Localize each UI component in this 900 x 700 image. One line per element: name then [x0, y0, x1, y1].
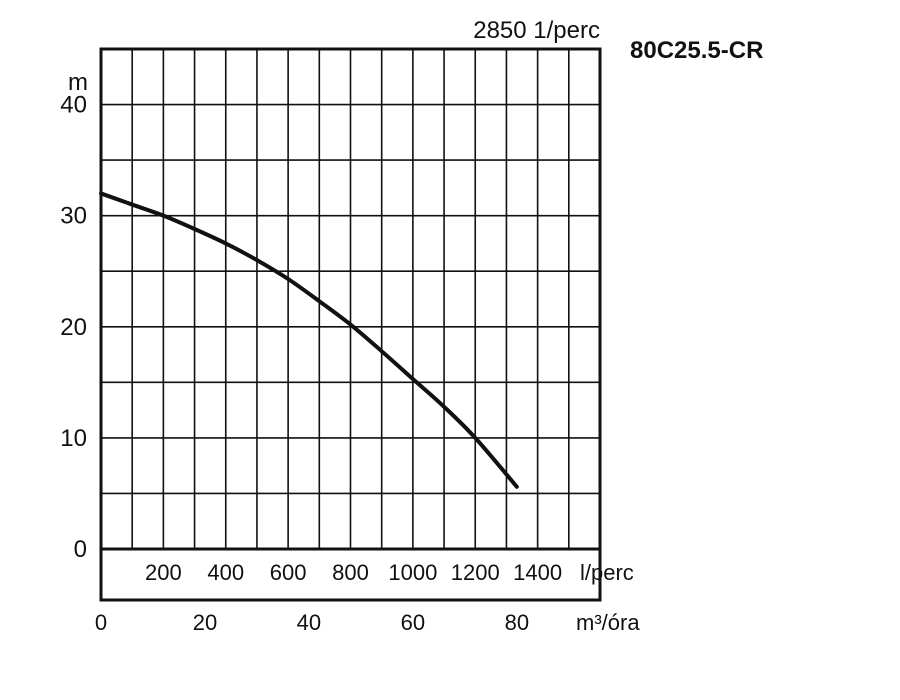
x-tick-label-primary: 800: [332, 560, 369, 585]
x-tick-labels-primary: 200 400 600 800 1000 1200 1400: [145, 560, 562, 585]
y-tick-label: 10: [60, 425, 87, 452]
y-tick-label: 20: [60, 314, 87, 341]
y-tick-label: 30: [60, 203, 87, 230]
x-tick-label-secondary: 40: [297, 610, 321, 635]
x-tick-label-secondary: 20: [193, 610, 217, 635]
y-tick-labels: 0 10 20 30 40: [60, 92, 87, 563]
y-tick-label: 40: [60, 92, 87, 119]
y-axis-label: m: [68, 69, 88, 96]
x-tick-labels-secondary: 0 20 40 60 80: [95, 610, 529, 635]
chart-subtitle: 2850 1/perc: [473, 17, 600, 44]
x-tick-label-secondary: 60: [401, 610, 425, 635]
x-tick-label-primary: 1200: [451, 560, 500, 585]
x-tick-label-primary: 400: [207, 560, 244, 585]
x-tick-label-primary: 600: [270, 560, 307, 585]
x-tick-label-primary: 1400: [513, 560, 562, 585]
x-tick-label-primary: 1000: [388, 560, 437, 585]
x-axis-label-secondary: m³/óra: [576, 610, 640, 635]
x-tick-label-primary: 200: [145, 560, 182, 585]
plot-frame: [99, 47, 602, 602]
x-tick-label-secondary: 0: [95, 610, 107, 635]
x-axis-label-primary: l/perc: [580, 560, 634, 585]
y-tick-label: 0: [74, 536, 87, 563]
series-line: [99, 191, 519, 489]
grid-lines: [101, 48, 600, 549]
chart-title: 80C25.5-CR: [630, 37, 763, 64]
x-tick-label-secondary: 80: [505, 610, 529, 635]
